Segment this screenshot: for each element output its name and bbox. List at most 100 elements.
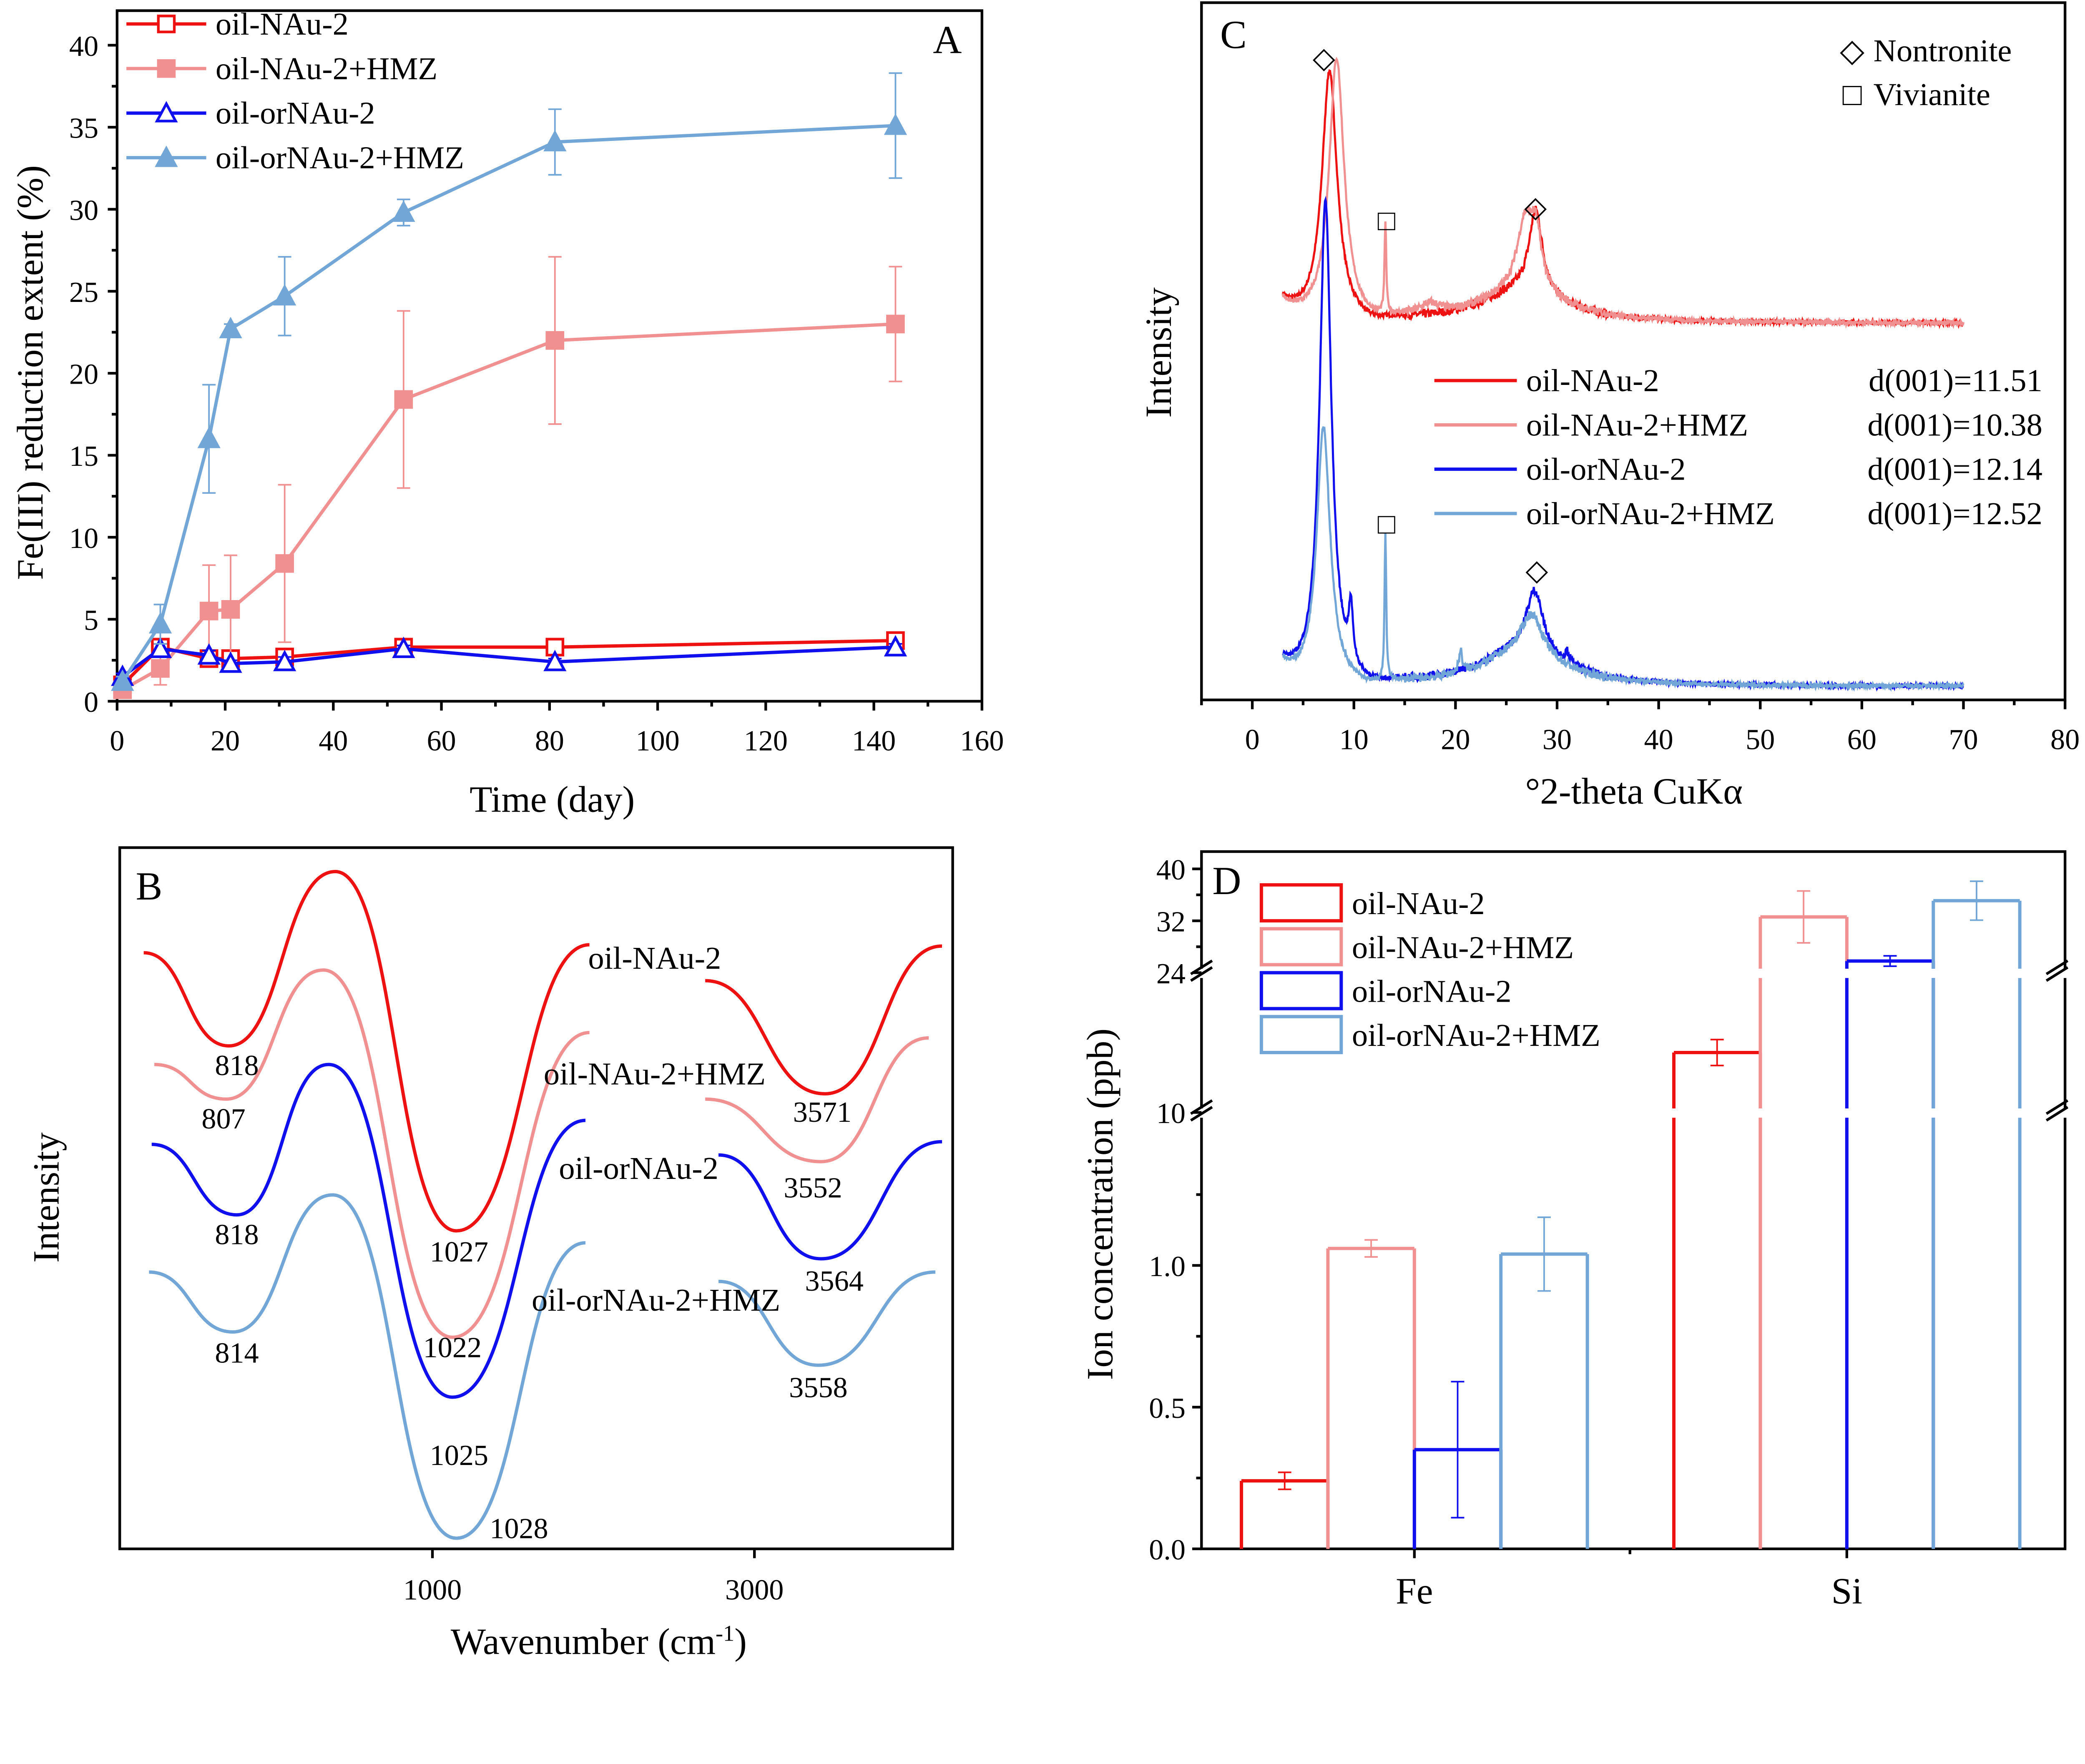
data-point-triangle <box>111 669 134 691</box>
x-tick-label: 1000 <box>403 1573 462 1606</box>
error-bar <box>1883 955 1897 967</box>
xrd-pattern-oil-ornau-2-plus-hmz <box>1282 426 1964 692</box>
panel-letter: B <box>136 864 162 908</box>
spectrum-line-low-wavenumber <box>149 1193 586 1540</box>
y-tick-label: 40 <box>69 30 98 63</box>
data-point-triangle <box>543 650 567 671</box>
xrd-pattern-oil-nau-2-plus-hmz <box>1281 57 1964 329</box>
x-tick-label: 60 <box>1847 723 1876 756</box>
series-line <box>121 645 896 678</box>
data-point-square <box>545 331 565 350</box>
panel-letter: D <box>1212 859 1241 903</box>
series-oil-ornau-2-plus-hmz <box>111 72 907 691</box>
data-point-triangle <box>392 636 415 658</box>
x-tick-label: 10 <box>1339 723 1369 756</box>
x-tick-label: 40 <box>1644 723 1673 756</box>
peak-label: 3571 <box>793 1096 852 1128</box>
spectrum-line-high-wavenumber <box>705 944 942 1096</box>
legend-label: oil-orNAu-2 <box>1352 974 1512 1009</box>
legend-swatch <box>1259 927 1343 967</box>
legend-label: oil-NAu-2 <box>1352 886 1485 921</box>
y-tick-label: 10 <box>1156 1097 1186 1130</box>
data-point-square <box>157 59 176 78</box>
y-axis-title: Intensity <box>1138 287 1179 418</box>
bar <box>1932 899 2022 1549</box>
x-tick-label: 60 <box>427 725 456 757</box>
data-point-square <box>157 15 176 33</box>
y-tick-label: 1.0 <box>1149 1250 1186 1283</box>
x-tick-label: 3000 <box>725 1573 784 1606</box>
spectrum-line-high-wavenumber <box>718 1140 942 1261</box>
x-tick-label: 160 <box>960 725 1004 757</box>
phase-legend-symbol: □ <box>1842 77 1862 112</box>
d001-spacing-label: d(001)=10.38 <box>1867 407 2042 442</box>
spectrum-label: oil-orNAu-2+HMZ <box>532 1282 780 1318</box>
data-point-triangle <box>197 643 221 665</box>
x-tick-label: 40 <box>319 725 348 757</box>
data-point-square <box>275 554 294 573</box>
series-oil-ornau-2 <box>111 635 907 686</box>
y-tick-label: 40 <box>1156 854 1186 886</box>
error-bar <box>1969 880 1983 921</box>
spectrum-line-high-wavenumber <box>705 1036 929 1163</box>
plot-frame <box>1200 850 2067 1550</box>
data-point-square <box>886 314 905 334</box>
error-bar <box>1537 1216 1551 1292</box>
bar-fe-oil-nau-2-plus-hmz <box>1326 1239 1416 1549</box>
panel-letter: A <box>933 18 962 62</box>
legend-swatch <box>1259 971 1343 1010</box>
bar-fe-oil-nau-2 <box>1240 1471 1330 1549</box>
x-axis-title: °2-theta CuKα <box>1525 771 1743 812</box>
x-tick-label: 30 <box>1542 723 1572 756</box>
series-line <box>121 124 896 683</box>
y-tick-label: 32 <box>1156 906 1186 938</box>
peak-label: 1027 <box>430 1236 488 1268</box>
x-tick-label: 120 <box>744 725 788 757</box>
legend-swatch <box>1259 1015 1343 1054</box>
x-tick-label: 140 <box>852 725 896 757</box>
y-tick-label: 35 <box>69 112 98 145</box>
bar <box>1499 1252 1589 1549</box>
spectrum-oil-ornau-2-plus-hmz: oil-orNAu-2+HMZ 814 1028 3558 <box>149 1193 936 1545</box>
x-tick-label: 80 <box>535 725 564 757</box>
y-axis-title: Ion concentration (ppb) <box>1080 1028 1121 1380</box>
peak-label: 1028 <box>490 1513 548 1545</box>
peak-label: 818 <box>215 1218 259 1251</box>
x-axis-title-end: ) <box>734 1621 747 1662</box>
peak-label: 807 <box>201 1103 245 1135</box>
bar <box>1326 1246 1416 1549</box>
bar-fe-oil-ornau-2-plus-hmz <box>1499 1216 1589 1549</box>
legend-label: oil-NAu-2+HMZ <box>1526 407 1748 442</box>
x-tick-label: 70 <box>1949 723 1978 756</box>
data-point-square <box>221 600 240 619</box>
data-point-triangle <box>884 113 907 135</box>
spectrum-label: oil-NAu-2 <box>588 940 721 976</box>
error-bar <box>1364 1239 1378 1258</box>
phase-legend-label: Vivianite <box>1874 77 1990 112</box>
bar-fe-oil-ornau-2 <box>1412 1381 1503 1549</box>
error-bar <box>1710 1038 1724 1066</box>
spectrum-label: oil-orNAu-2 <box>559 1151 718 1186</box>
data-point-square <box>151 659 170 678</box>
spectrum-oil-nau-2: oil-NAu-2 818 1027 3571 <box>143 869 942 1268</box>
category-label: Si <box>1831 1571 1863 1612</box>
phase-legend-symbol: ◇ <box>1840 33 1864 68</box>
nontronite-marker: ◇ <box>1313 42 1335 75</box>
bar <box>1758 915 1849 1549</box>
error-bar <box>1797 890 1811 944</box>
spectrum-line-high-wavenumber <box>718 1270 936 1367</box>
d001-spacing-label: d(001)=11.51 <box>1869 363 2042 398</box>
panel-b-ftir-spectra: 1000 3000 Wavenumber (cm-1) Intensity Boil-N… <box>25 846 954 1662</box>
data-point-triangle <box>219 317 242 339</box>
x-tick-label: 0 <box>1245 723 1260 756</box>
peak-label: 814 <box>215 1337 259 1369</box>
legend-swatch <box>1259 883 1343 923</box>
bar-si-oil-nau-2-plus-hmz <box>1758 890 1849 1549</box>
legend-label: oil-NAu-2 <box>1526 363 1659 398</box>
y-axis-title: Intensity <box>25 1132 67 1263</box>
peak-label: 1025 <box>430 1439 488 1472</box>
plot-frame <box>118 846 954 1550</box>
x-tick-label: 80 <box>2050 723 2080 756</box>
x-tick-label: 50 <box>1746 723 1775 756</box>
legend-label: oil-NAu-2+HMZ <box>216 51 437 86</box>
